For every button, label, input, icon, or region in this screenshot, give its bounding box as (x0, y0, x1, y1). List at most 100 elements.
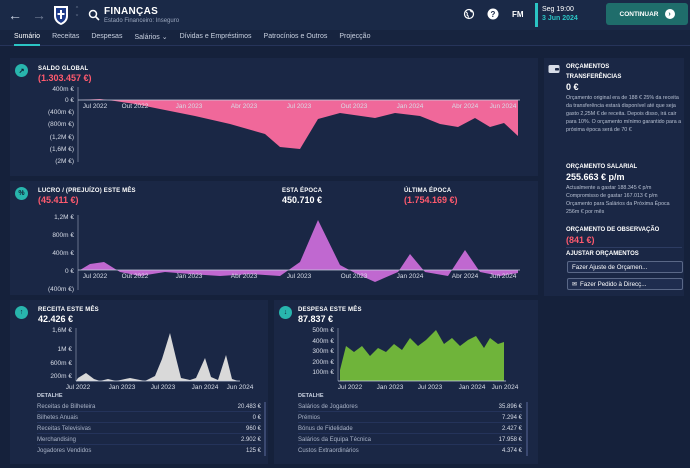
tab-projeccao[interactable]: Projecção (339, 33, 371, 40)
budgets-title: ORÇAMENTOS (566, 64, 610, 70)
search-icon[interactable] (88, 9, 100, 21)
despesa-scrollbar[interactable] (526, 402, 528, 456)
receita-detail-label: DETALHE (37, 393, 63, 399)
back-arrow-icon[interactable]: ← (8, 7, 22, 23)
saldo-label: SALDO GLOBAL (38, 66, 89, 72)
receita-row[interactable]: Receitas de Bilheteira 20.483 € (37, 402, 261, 412)
receita-scrollbar[interactable] (264, 402, 266, 456)
row-name: Receitas de Bilheteira (37, 403, 96, 410)
game-date[interactable]: Seg 19:00 3 Jun 2024 (535, 3, 597, 27)
continue-button[interactable]: CONTINUAR › (606, 3, 688, 25)
lucro-xtick: Jul 2022 (83, 273, 108, 280)
row-name: Prémios (298, 414, 321, 421)
receita-row[interactable]: Jogadores Vendidos 125 € (37, 446, 261, 456)
saldo-value: (1.303.457 €) (38, 73, 92, 83)
despesa-row[interactable]: Bónus de Fidelidade 2.427 € (298, 424, 522, 434)
adjust-budgets-label: AJUSTAR ORÇAMENTOS (566, 251, 639, 257)
board-request-button[interactable]: ✉ Fazer Pedido à Direcç... (567, 278, 683, 290)
last-season-label: ÚLTIMA ÉPOCA (404, 188, 452, 194)
saldo-xtick: Abr 2024 (452, 103, 479, 110)
row-name: Bilhetes Anuais (37, 414, 79, 421)
saldo-area (80, 99, 518, 149)
percent-icon: % (15, 187, 28, 200)
saldo-xtick: Jul 2023 (287, 103, 312, 110)
receita-label: RECEITA ESTE MÊS (38, 307, 99, 313)
receita-row[interactable]: Bilhetes Anuais 0 € (37, 413, 261, 423)
saldo-xtick: Jan 2024 (397, 103, 424, 110)
scouting-budget-value: (841 €) (566, 235, 595, 245)
tab-salarios[interactable]: Salários ⌄ (134, 34, 168, 41)
lucro-ytick: (400m €) (48, 286, 74, 293)
receita-ytick: 1M € (58, 346, 73, 353)
receita-xtick: Jun 2024 (227, 384, 254, 391)
row-name: Salários da Equipa Técnica (298, 436, 371, 443)
row-name: Bónus de Fidelidade (298, 425, 353, 432)
arrow-up-icon: ↑ (15, 306, 28, 319)
arrow-down-icon: ↓ (279, 306, 292, 319)
transfer-label: TRANSFERÊNCIAS (566, 74, 622, 80)
scouting-budget-label: ORÇAMENTO DE OBSERVAÇÃO (566, 227, 660, 233)
club-crest-icon[interactable] (52, 4, 70, 26)
receita-panel (10, 300, 268, 464)
row-value: 7.294 € (501, 414, 522, 421)
lucro-xtick: Abr 2023 (231, 273, 258, 280)
receita-row[interactable]: Merchandising 2.902 € (37, 435, 261, 445)
help-icon[interactable]: ? (487, 8, 499, 20)
tab-dividas[interactable]: Dívidas e Empréstimos (179, 33, 252, 40)
lucro-ytick: 400m € (52, 250, 74, 257)
continue-arrow-icon: › (664, 9, 675, 19)
despesa-value: 87.837 € (298, 314, 334, 324)
salary-budget-value: 255.663 € p/m (566, 172, 625, 182)
page-title: FINANÇAS (104, 6, 159, 17)
globe-icon[interactable] (463, 8, 475, 20)
receita-value: 42.426 € (38, 314, 74, 324)
tab-despesas[interactable]: Despesas (91, 33, 123, 40)
tab-sumario[interactable]: Sumário (14, 30, 41, 46)
lucro-xtick: Jun 2024 (490, 273, 517, 280)
row-value: 2.902 € (240, 436, 261, 443)
receita-area (76, 333, 238, 381)
saldo-xtick: Out 2022 (122, 103, 149, 110)
lucro-ytick: 1,2M € (54, 214, 74, 221)
saldo-ytick: (1,2M €) (50, 134, 74, 141)
despesa-row[interactable]: Prémios 7.294 € (298, 413, 522, 423)
despesa-xtick: Jun 2024 (492, 384, 519, 391)
fm-menu-button[interactable]: FM (512, 10, 524, 19)
budgets-panel (544, 58, 684, 296)
saldo-ytick: (2M €) (55, 158, 74, 165)
despesa-row[interactable]: Salários de Jogadores 35.896 € (298, 402, 522, 412)
row-name: Merchandising (37, 436, 77, 443)
saldo-xtick: Jan 2023 (176, 103, 203, 110)
lucro-xtick: Out 2023 (341, 273, 368, 280)
financial-status: Estado Financeiro: Inseguro (104, 18, 180, 24)
despesa-ytick: 100m € (312, 369, 334, 376)
receita-ytick: 600m € (50, 360, 72, 367)
receita-ytick: 1,6M € (52, 327, 72, 334)
despesa-row[interactable]: Custos Extraordinários 4.374 € (298, 446, 522, 456)
this-season-value: 450.710 € (282, 195, 323, 205)
saldo-xtick: Abr 2023 (231, 103, 258, 110)
despesa-ytick: 500m € (312, 327, 334, 334)
saldo-xtick: Jul 2022 (83, 103, 108, 110)
continue-label: CONTINUAR (619, 10, 659, 18)
lucro-xtick: Out 2022 (122, 273, 149, 280)
despesa-ytick: 400m € (312, 338, 334, 345)
date-value: 3 Jun 2024 (542, 15, 578, 22)
receita-row[interactable]: Receitas Televisivas 960 € (37, 424, 261, 434)
tab-patrocinios[interactable]: Patrocínios e Outros (263, 33, 328, 40)
row-name: Receitas Televisivas (37, 425, 91, 432)
lucro-xtick: Jan 2023 (176, 273, 203, 280)
despesa-panel (274, 300, 538, 464)
transfer-text: Orçamento original era de 188 € 25% da r… (566, 95, 682, 133)
forward-arrow-icon[interactable]: → (32, 7, 46, 23)
receita-xtick: Jan 2024 (192, 384, 219, 391)
lucro-area (80, 220, 518, 282)
date-time: Seg 19:00 (542, 6, 574, 13)
budget-adjust-select[interactable]: Fazer Ajuste de Orçamen... (567, 261, 683, 273)
despesa-row[interactable]: Salários da Equipa Técnica 17.958 € (298, 435, 522, 445)
tab-receitas[interactable]: Receitas (52, 33, 80, 40)
despesa-xtick: Jan 2024 (459, 384, 486, 391)
